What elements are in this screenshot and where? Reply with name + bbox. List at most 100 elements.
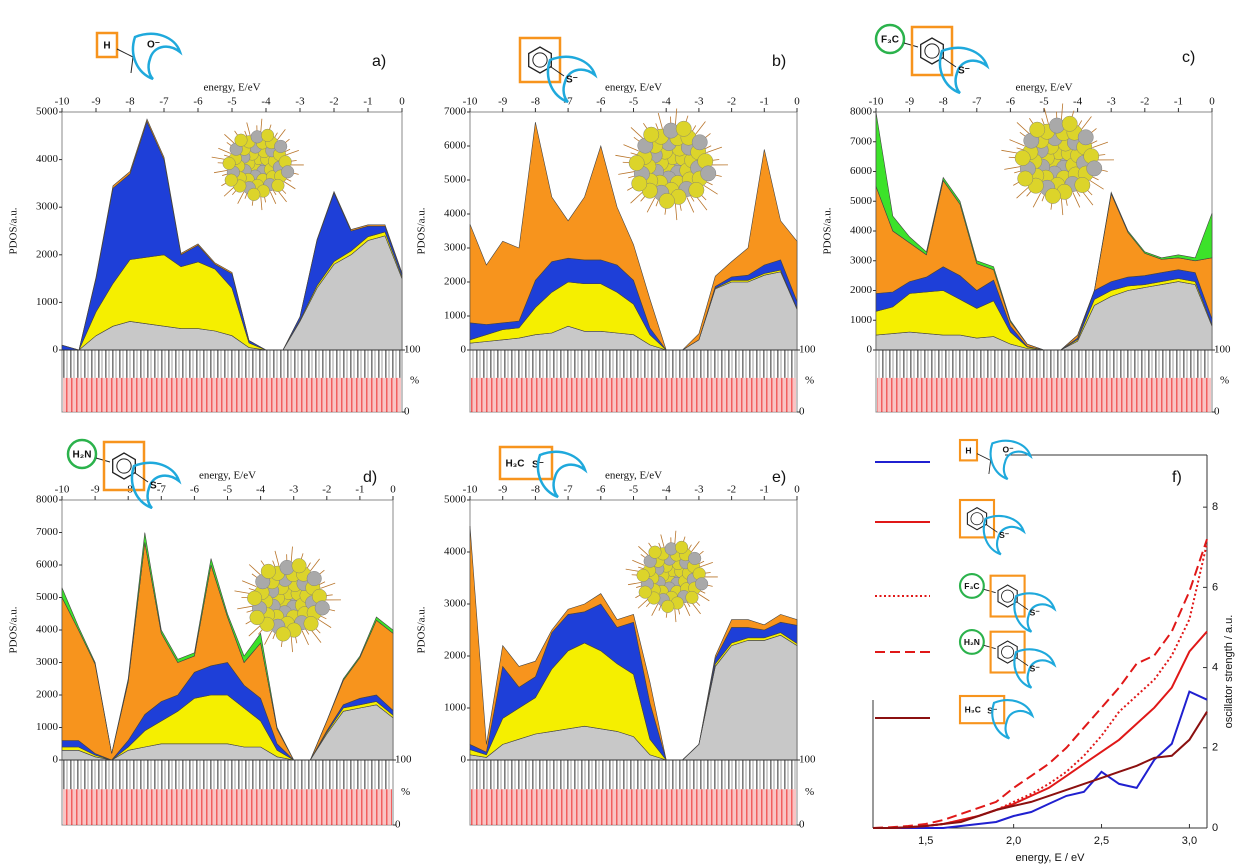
- cluster-ligand: [651, 603, 659, 616]
- group-box: [102, 440, 146, 492]
- x-tick-label: -3: [694, 484, 704, 496]
- y-tick-label: 4000: [444, 546, 467, 558]
- x-tick-label: -7: [972, 96, 982, 108]
- strip-tick-label: 100: [1214, 344, 1231, 356]
- strip-unit: %: [401, 786, 410, 798]
- cluster-atom: [306, 571, 322, 586]
- ligand-icon: H₂N S⁻: [958, 628, 1057, 689]
- spectrum-line: [873, 690, 1208, 829]
- y-tick-label: 0: [461, 344, 467, 356]
- group-box: [910, 25, 954, 77]
- cluster-ligand: [1060, 103, 1064, 120]
- pdos-area: [61, 118, 403, 351]
- y-tick-label: 7000: [444, 106, 467, 118]
- strip-background: [63, 350, 401, 378]
- cluster-ligand: [274, 550, 280, 567]
- anchor-label: S⁻: [1030, 663, 1041, 673]
- cluster-ligand: [320, 582, 336, 589]
- cluster-atom: [234, 133, 248, 147]
- ligand-icon: S⁻: [958, 498, 1026, 556]
- cluster-ligand: [660, 534, 665, 548]
- y-tick-label: 1000: [36, 296, 59, 308]
- cluster-ligand: [311, 630, 322, 643]
- strip-red: [471, 377, 796, 412]
- cluster-atom: [658, 193, 675, 209]
- cluster-ligand: [1009, 139, 1025, 147]
- x-tick-label: 0: [390, 484, 396, 496]
- anchor-crescent: [1013, 648, 1057, 689]
- x-tick-label: -2: [329, 96, 338, 108]
- cluster-atom: [224, 173, 238, 187]
- cluster-ligand: [224, 133, 235, 144]
- x-tick-label: -9: [498, 484, 508, 496]
- x-tick-label: -7: [564, 484, 574, 496]
- cluster-ligand: [627, 581, 642, 586]
- cluster-ligand: [237, 191, 245, 204]
- ligand-icon: H O⁻: [958, 438, 1033, 481]
- benzene-ring-inner: [970, 512, 984, 526]
- anchor-label: O⁻: [1003, 444, 1015, 454]
- y-axis-title: PDOS/a.u.: [416, 207, 428, 254]
- y-tick-label: 6: [1212, 581, 1218, 593]
- cluster-ligand: [1092, 141, 1109, 149]
- cluster-atom: [631, 175, 648, 192]
- x-tick-label: -3: [295, 96, 305, 108]
- cluster-ligand: [674, 108, 678, 125]
- x-axis-title: energy, E/eV: [199, 470, 256, 482]
- cluster-ligand: [1001, 149, 1018, 154]
- cluster-atom: [271, 178, 285, 192]
- x-tick-label: -10: [869, 96, 884, 108]
- cluster-atom: [685, 590, 699, 604]
- cluster-atom: [1029, 121, 1046, 138]
- x-tick-label: -3: [694, 96, 704, 108]
- x-tick-label: -2: [727, 484, 736, 496]
- panel-label: d): [363, 469, 377, 486]
- y-tick-label: 2000: [444, 650, 467, 662]
- x-tick-label: -4: [662, 484, 672, 496]
- cluster-ligand: [241, 580, 257, 588]
- cluster-ligand: [699, 561, 713, 568]
- x-tick-label: -2: [322, 484, 331, 496]
- group-box: [958, 498, 996, 539]
- group-box: [95, 31, 119, 59]
- x-tick-label: -4: [662, 96, 672, 108]
- cluster-atom: [1086, 160, 1103, 177]
- group-box: [989, 574, 1026, 618]
- x-tick-label: -8: [531, 484, 541, 496]
- pdos-area: [469, 122, 798, 351]
- strip-background: [471, 760, 796, 790]
- x-axis-title: energy, E/eV: [1015, 82, 1072, 94]
- anchor-crescent: [989, 439, 1033, 481]
- cluster-ligand: [623, 144, 639, 152]
- cluster-atom: [1017, 170, 1034, 187]
- cluster-atom: [261, 128, 275, 142]
- bond: [134, 472, 149, 483]
- cluster-atom: [691, 134, 708, 151]
- bond: [116, 48, 134, 58]
- x-tick-label: -5: [629, 96, 639, 108]
- panel-label: b): [772, 53, 786, 70]
- cluster-ligand: [696, 196, 708, 211]
- cluster-atom: [222, 156, 236, 170]
- y-tick-label: 1000: [36, 721, 59, 733]
- x-tick-label: -4: [261, 96, 271, 108]
- cluster-ligand: [317, 618, 332, 628]
- y-tick-label: 4000: [36, 624, 59, 636]
- x-tick-label: -7: [157, 484, 167, 496]
- cluster-ligand: [1081, 116, 1092, 130]
- cluster-ligand: [706, 146, 723, 154]
- group-label: H₂N: [964, 637, 980, 647]
- anchor-crescent: [938, 46, 990, 95]
- y-tick-label: 0: [53, 754, 59, 766]
- bond: [988, 460, 992, 475]
- benzene-ring-inner: [924, 43, 940, 59]
- x-tick-label: -4: [1073, 96, 1083, 108]
- cluster-atom: [260, 563, 276, 579]
- spectrum-line: [873, 711, 1208, 829]
- strip-background: [877, 350, 1211, 378]
- cluster-ligand: [697, 593, 710, 602]
- strip-background: [63, 760, 392, 790]
- cluster-ligand: [1089, 179, 1104, 190]
- strip-red: [877, 377, 1211, 412]
- cluster-ligand: [1043, 107, 1049, 125]
